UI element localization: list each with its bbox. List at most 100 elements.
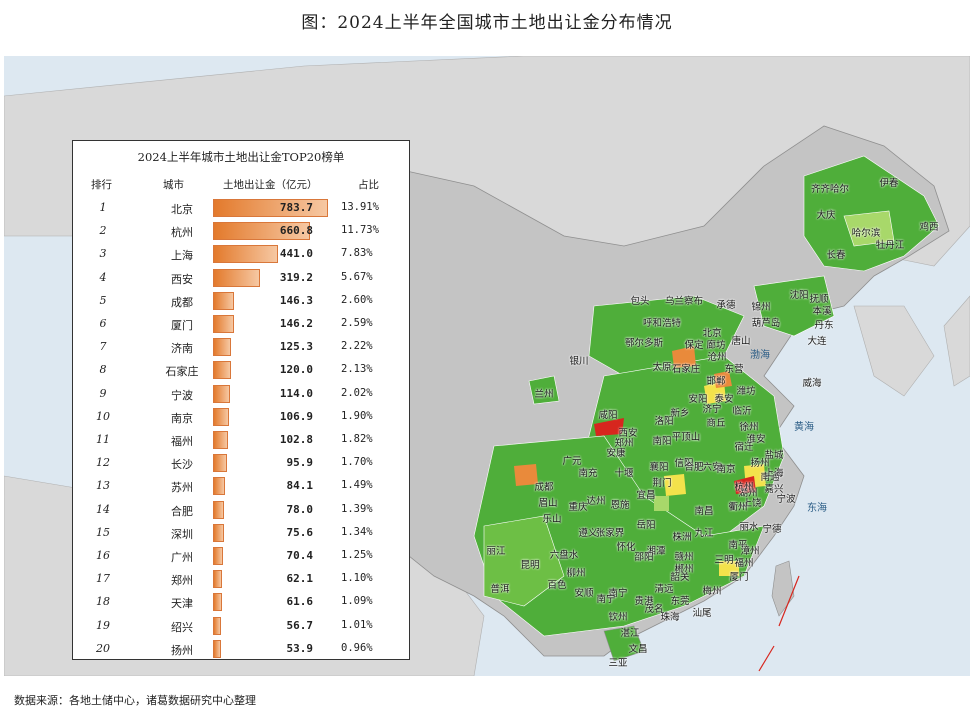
amount-cell: 95.9 [286, 456, 314, 470]
region-southwest [483, 515, 565, 607]
city-cell: 南京 [171, 411, 193, 425]
city-cell: 郑州 [171, 574, 193, 588]
city-label: 东莞 [670, 596, 690, 607]
table-row: 12 长沙 95.9 1.70% [73, 452, 409, 475]
city-cell: 绍兴 [171, 620, 193, 634]
share-cell: 2.59% [341, 317, 373, 329]
city-label: 泰安 [714, 394, 734, 405]
amount-bar [213, 268, 260, 287]
city-label: 丽水 [739, 522, 759, 533]
amount-bar [213, 384, 230, 403]
rank-cell: 14 [96, 502, 110, 516]
rank-cell: 11 [96, 433, 110, 446]
city-label: 大庆 [816, 210, 836, 221]
city-label: 普洱 [490, 584, 510, 595]
city-label: 襄阳 [649, 462, 669, 473]
city-label: 邯郸 [706, 376, 726, 387]
amount-bar [213, 407, 229, 426]
header-share: 占比 [358, 179, 379, 191]
city-label: 齐齐哈尔 [810, 184, 850, 195]
city-label: 丽江 [486, 546, 506, 557]
amount-cell: 102.8 [279, 433, 313, 446]
city-label: 伊春 [879, 178, 899, 189]
rank-cell: 18 [96, 595, 110, 609]
region-orange-shijiazhuang [672, 346, 696, 368]
city-label: 珠海 [660, 612, 680, 623]
header-amount: 土地出让金（亿元） [223, 179, 318, 191]
city-label: 茂名 [644, 604, 664, 615]
city-label: 达州 [586, 496, 606, 507]
share-cell: 2.60% [341, 293, 373, 306]
share-cell: 11.73% [341, 224, 379, 237]
city-label: 盐城 [764, 450, 784, 461]
amount-bar [213, 338, 232, 357]
city-label: 扬州 [750, 458, 770, 469]
amount-bar [213, 431, 229, 449]
amount-bar [213, 199, 328, 217]
city-label: 贵港 [634, 596, 654, 607]
table-row: 7 济南 125.3 2.22% [73, 336, 409, 359]
share-cell: 1.90% [341, 409, 373, 422]
city-label: 湘潭 [646, 546, 666, 557]
city-label: 杭州 [734, 482, 754, 493]
header-rank: 排行 [91, 179, 112, 191]
city-label: 临沂 [732, 406, 752, 417]
city-label: 兰州 [534, 389, 554, 400]
share-cell: 13.91% [341, 201, 379, 213]
city-label: 梅州 [702, 586, 722, 597]
table-row: 14 合肥 78.0 1.39% [73, 499, 409, 522]
city-label: 合肥 [684, 462, 704, 473]
city-label: 十堰 [614, 468, 634, 479]
city-label: 济宁 [702, 404, 722, 415]
region-orange-jinan [714, 371, 732, 388]
city-label: 牡丹江 [875, 240, 905, 251]
rank-cell: 19 [96, 618, 110, 632]
region-harbin [843, 210, 895, 247]
city-label: 沧州 [707, 352, 727, 363]
share-cell: 1.39% [341, 502, 373, 515]
city-cell: 福州 [171, 435, 193, 448]
city-label: 北京 [702, 328, 722, 339]
rank-cell: 10 [96, 409, 110, 423]
share-cell: 5.67% [341, 270, 373, 283]
amount-cell: 84.1 [286, 479, 314, 493]
rank-cell: 13 [96, 479, 110, 493]
share-cell: 2.02% [341, 386, 373, 399]
table-row: 16 广州 70.4 1.25% [73, 545, 409, 568]
region-red-xian [594, 418, 624, 436]
city-label: 百色 [547, 580, 567, 591]
city-label: 乐山 [542, 514, 562, 525]
region-yellow-3 [664, 474, 686, 496]
amount-bar [213, 616, 222, 635]
rank-cell: 15 [96, 525, 110, 539]
city-label: 咸阳 [598, 410, 618, 421]
city-label: 邵阳 [634, 552, 654, 563]
table-row: 18 天津 61.6 1.09% [73, 591, 409, 614]
city-label: 眉山 [538, 498, 558, 509]
city-label: 遵义 [578, 528, 598, 539]
city-label: 郑州 [614, 438, 634, 449]
city-label: 宁波 [776, 494, 796, 505]
rank-cell: 3 [99, 247, 107, 261]
amount-cell: 114.0 [279, 386, 313, 400]
table-row: 15 深圳 75.6 1.34% [73, 522, 409, 545]
sea-label: 渤海 [750, 350, 770, 361]
table-row: 9 宁波 114.0 2.02% [73, 383, 409, 406]
city-label: 呼和浩特 [642, 318, 682, 329]
city-label: 郴州 [674, 564, 694, 575]
city-cell: 成都 [171, 295, 193, 309]
city-label: 韶关 [670, 572, 690, 583]
city-label: 南阳 [652, 436, 672, 447]
city-cell: 长沙 [171, 458, 193, 472]
amount-bar [213, 547, 224, 565]
city-label: 岳阳 [636, 520, 656, 531]
city-label: 三亚 [608, 658, 628, 669]
region-liaoning [753, 275, 835, 337]
rank-cell: 16 [96, 549, 110, 562]
rank-cell: 9 [99, 386, 107, 400]
amount-bar [213, 222, 310, 241]
city-label: 本溪 [812, 306, 832, 317]
amount-cell: 62.1 [286, 572, 314, 586]
table-row: 13 苏州 84.1 1.49% [73, 475, 409, 498]
share-cell: 7.83% [341, 247, 373, 260]
